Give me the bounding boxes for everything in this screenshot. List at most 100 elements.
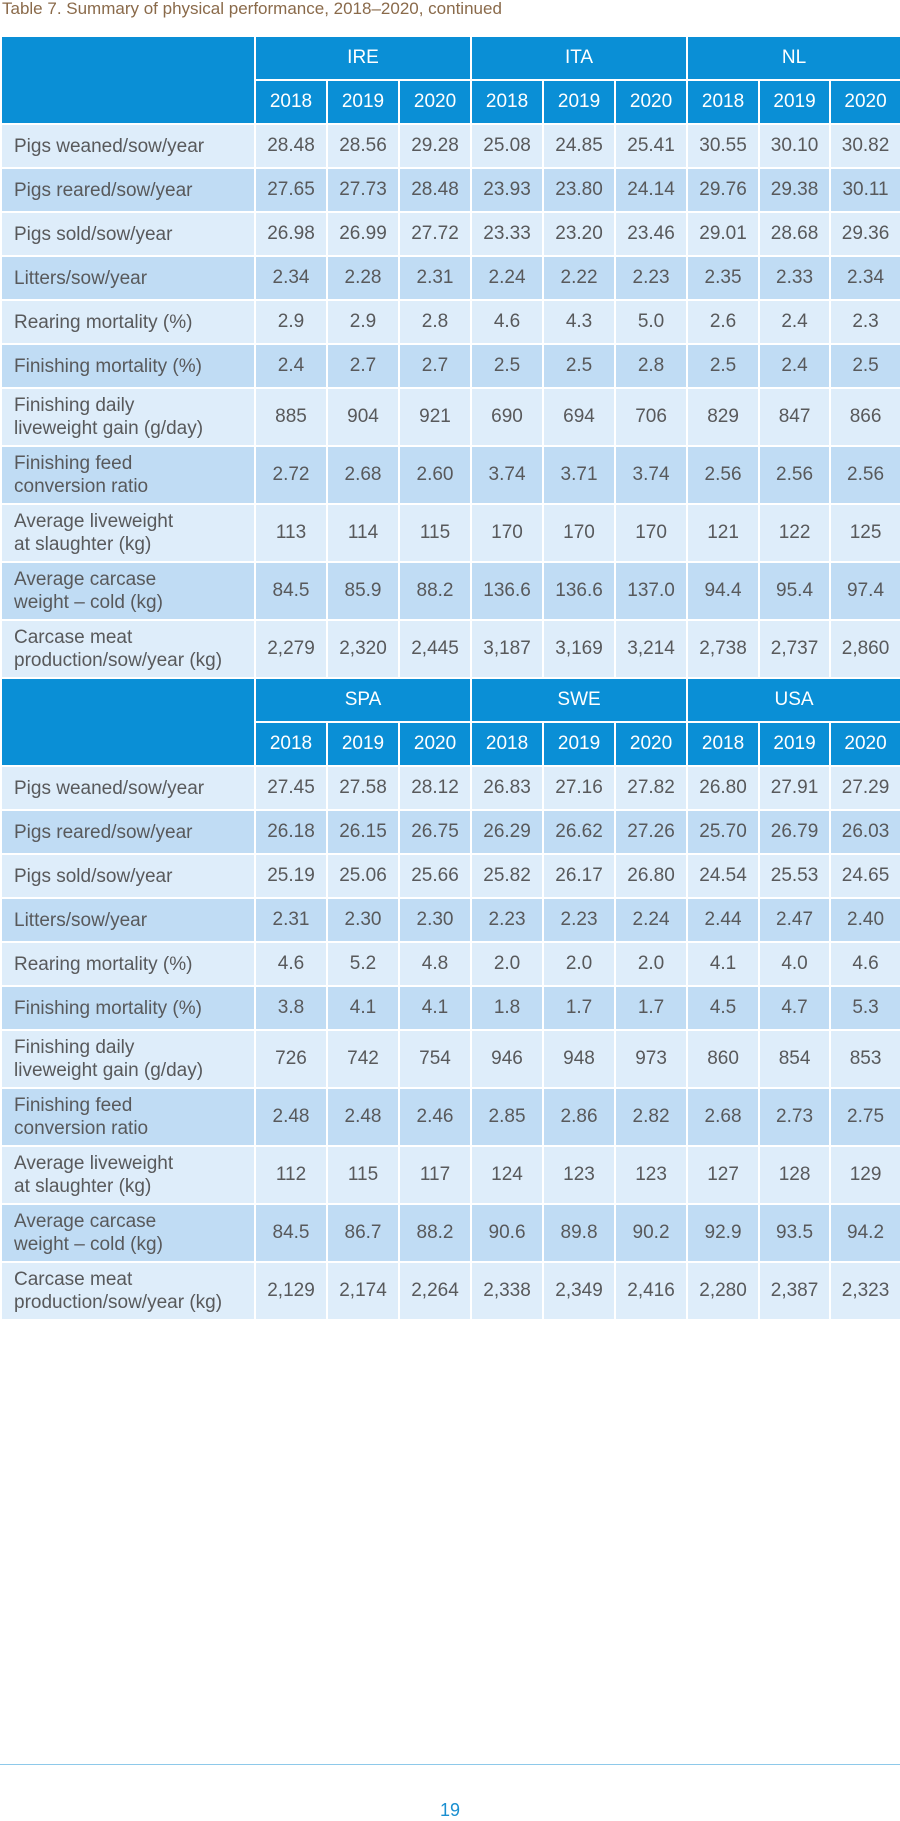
value-cell: 28.68 (758, 211, 832, 257)
value-cell: 2,174 (326, 1261, 400, 1321)
value-cell: 95.4 (758, 561, 832, 621)
value-cell: 28.56 (326, 123, 400, 169)
value-cell: 2.48 (326, 1087, 400, 1147)
value-cell: 754 (397, 1029, 473, 1089)
table-row: Pigs sold/sow/year 26.98 26.99 27.72 23.33 23… (0, 211, 900, 257)
value-cell: 24.54 (686, 853, 761, 899)
value-cell: 3.74 (614, 445, 689, 505)
value-cell: 128 (758, 1145, 832, 1205)
value-cell: 92.9 (686, 1203, 761, 1263)
value-cell: 25.06 (326, 853, 400, 899)
value-cell: 28.48 (254, 123, 328, 169)
value-cell: 2.3 (829, 299, 900, 345)
value-cell: 23.33 (470, 211, 545, 257)
value-cell: 27.58 (326, 765, 400, 811)
value-cell: 2.23 (614, 255, 689, 301)
value-cell: 27.26 (614, 809, 689, 855)
metric-label-line: at slaughter (kg) (14, 534, 152, 555)
value-cell: 2.5 (470, 343, 545, 389)
metric-label-line: liveweight gain (g/day) (14, 418, 204, 439)
year-header: 2018 (686, 79, 761, 125)
value-cell: 114 (326, 503, 400, 563)
value-cell: 123 (614, 1145, 689, 1205)
value-cell: 170 (542, 503, 617, 563)
value-cell: 26.98 (254, 211, 328, 257)
value-cell: 127 (686, 1145, 761, 1205)
year-header: 2019 (326, 721, 400, 767)
value-cell: 27.91 (758, 765, 832, 811)
table-row: Pigs reared/sow/year 26.18 26.15 26.75 26.29… (0, 809, 900, 855)
value-cell: 86.7 (326, 1203, 400, 1263)
metric-label-line: conversion ratio (14, 1118, 149, 1139)
value-cell: 854 (758, 1029, 832, 1089)
year-header: 2019 (758, 721, 832, 767)
value-cell: 29.28 (397, 123, 473, 169)
year-header: 2019 (326, 79, 400, 125)
value-cell: 2.31 (254, 897, 328, 943)
value-cell: 4.0 (758, 941, 832, 987)
value-cell: 3.8 (254, 985, 328, 1031)
value-cell: 84.5 (254, 561, 328, 621)
metric-label: Litters/sow/year (0, 255, 256, 301)
metric-label-line: Average liveweight (14, 511, 174, 532)
value-cell: 115 (326, 1145, 400, 1205)
value-cell: 117 (397, 1145, 473, 1205)
value-cell: 2,129 (254, 1261, 328, 1321)
metric-label: Finishing feed conversion ratio (0, 1087, 256, 1147)
value-cell: 2.22 (542, 255, 617, 301)
value-cell: 3,214 (614, 619, 689, 679)
value-cell: 2.8 (397, 299, 473, 345)
table-row: Finishing mortality (%) 2.4 2.7 2.7 2.5 2.5 2.… (0, 343, 900, 389)
value-cell: 5.0 (614, 299, 689, 345)
value-cell: 26.80 (614, 853, 689, 899)
value-cell: 25.70 (686, 809, 761, 855)
value-cell: 2.56 (758, 445, 832, 505)
value-cell: 2.85 (470, 1087, 545, 1147)
value-cell: 24.85 (542, 123, 617, 169)
value-cell: 3.71 (542, 445, 617, 505)
value-cell: 2,349 (542, 1261, 617, 1321)
country-header: SWE (470, 677, 689, 723)
value-cell: 2.0 (614, 941, 689, 987)
value-cell: 2.72 (254, 445, 328, 505)
value-cell: 2.8 (614, 343, 689, 389)
metric-label-line: Carcase meat (14, 1269, 133, 1290)
country-header: SPA (253, 677, 473, 723)
value-cell: 25.19 (254, 853, 328, 899)
metric-label: Average liveweight at slaughter (kg) (0, 1145, 256, 1205)
value-cell: 26.17 (542, 853, 617, 899)
value-cell: 4.6 (829, 941, 900, 987)
value-cell: 2.5 (686, 343, 761, 389)
metric-label-line: Litters/sow/year (14, 909, 148, 931)
value-cell: 2.75 (829, 1087, 900, 1147)
value-cell: 4.6 (470, 299, 545, 345)
value-cell: 29.76 (686, 167, 761, 213)
value-cell: 2.4 (254, 343, 328, 389)
value-cell: 26.18 (254, 809, 328, 855)
metric-label-line: Finishing feed (14, 1095, 133, 1116)
table-row: Carcase meat production/sow/year (kg) 2,12… (0, 1261, 900, 1321)
value-cell: 2,280 (686, 1261, 761, 1321)
value-cell: 3.74 (470, 445, 545, 505)
table-row: Finishing mortality (%) 3.8 4.1 4.1 1.8 1.7 1.… (0, 985, 900, 1031)
year-header-row: 2018 2019 2020 2018 2019 2020 2018 2019 2020 (1, 79, 900, 125)
value-cell: 124 (470, 1145, 545, 1205)
value-cell: 122 (758, 503, 832, 563)
value-cell: 2,338 (470, 1261, 545, 1321)
value-cell: 2.34 (829, 255, 900, 301)
value-cell: 2.48 (254, 1087, 328, 1147)
value-cell: 2.82 (614, 1087, 689, 1147)
value-cell: 690 (470, 387, 545, 447)
value-cell: 129 (829, 1145, 900, 1205)
value-cell: 2.30 (397, 897, 473, 943)
value-cell: 23.46 (614, 211, 689, 257)
value-cell: 136.6 (542, 561, 617, 621)
year-header: 2020 (614, 79, 689, 125)
value-cell: 829 (686, 387, 761, 447)
value-cell: 921 (397, 387, 473, 447)
value-cell: 2.44 (686, 897, 761, 943)
year-header: 2018 (470, 721, 545, 767)
year-header: 2019 (758, 79, 832, 125)
metric-label-line: liveweight gain (g/day) (14, 1060, 204, 1081)
value-cell: 2.0 (542, 941, 617, 987)
